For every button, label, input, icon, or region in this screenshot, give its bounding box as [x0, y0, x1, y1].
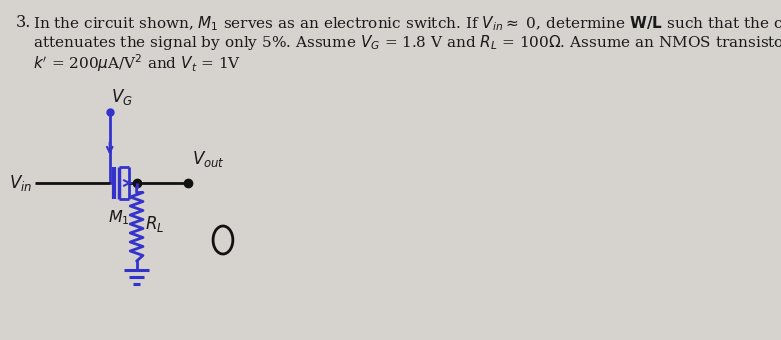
- Text: $V_G$: $V_G$: [111, 87, 133, 107]
- Text: In the circuit shown, $M_1$ serves as an electronic switch. If $V_{in}$$\approx$: In the circuit shown, $M_1$ serves as an…: [33, 14, 781, 33]
- Text: $R_L$: $R_L$: [145, 214, 165, 234]
- Text: $V_{out}$: $V_{out}$: [192, 149, 225, 169]
- Text: 3.: 3.: [16, 14, 31, 31]
- Text: $M_1$: $M_1$: [109, 208, 130, 227]
- Text: $k'$ = 200$\mu$A/V$^2$ and $V_t$ = 1V: $k'$ = 200$\mu$A/V$^2$ and $V_t$ = 1V: [33, 52, 241, 74]
- Text: attenuates the signal by only 5%. Assume $V_G$ = 1.8 V and $R_L$ = 100$\Omega$. : attenuates the signal by only 5%. Assume…: [33, 33, 781, 52]
- Text: $V_{in}$: $V_{in}$: [9, 173, 32, 193]
